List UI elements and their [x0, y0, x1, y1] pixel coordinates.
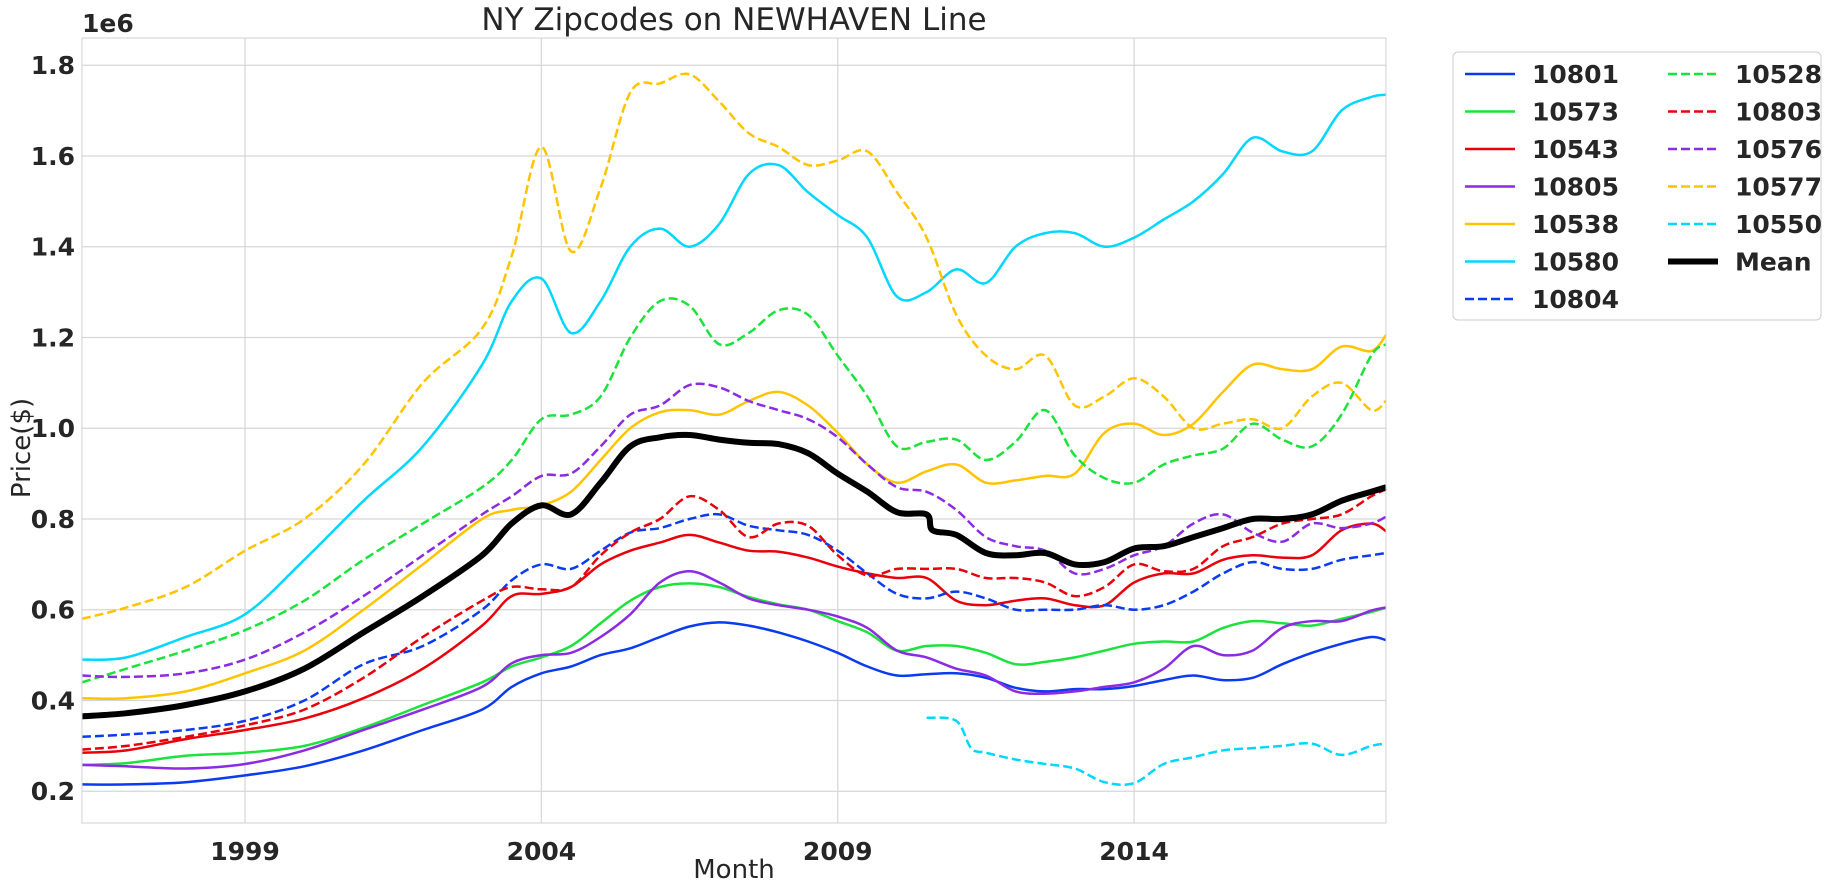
y-tick-label: 1.4 — [31, 233, 75, 262]
series-line-10576 — [81, 382, 1387, 679]
legend-label: 10576 — [1735, 135, 1822, 164]
series-line-10543 — [81, 522, 1387, 754]
y-axis-scale-label: 1e6 — [82, 9, 134, 38]
series-line-10804 — [81, 512, 1387, 739]
y-tick-label: 0.2 — [31, 777, 75, 806]
legend-label: 10805 — [1532, 173, 1619, 202]
x-tick-label: 2009 — [803, 837, 873, 866]
series-line-10538 — [81, 334, 1387, 700]
y-tick-label: 0.6 — [31, 596, 75, 625]
legend-label: 10543 — [1532, 135, 1619, 164]
legend-label: 10804 — [1532, 285, 1619, 314]
series-line-10580 — [81, 93, 1387, 662]
y-tick-label: 0.4 — [31, 686, 75, 715]
series-line-10577 — [81, 72, 1387, 621]
x-axis-label: Month — [693, 855, 775, 885]
grid-lines — [82, 38, 1386, 823]
legend-label: 10528 — [1735, 60, 1822, 89]
y-axis-label: Price($) — [7, 398, 37, 498]
x-tick-label: 2004 — [507, 837, 577, 866]
y-tick-label: 0.8 — [31, 505, 75, 534]
legend-label: 10580 — [1532, 248, 1619, 277]
x-tick-label: 1999 — [210, 837, 280, 866]
legend-label: 10573 — [1532, 98, 1619, 127]
y-tick-label: 1.0 — [31, 414, 75, 443]
series-line-10803 — [81, 488, 1387, 751]
plot-frame — [81, 37, 1387, 824]
tick-labels: 1999 2004 2009 2014 0.2 0.4 0.6 0.8 1.0 1.2 1.4 1.6… — [31, 51, 1169, 866]
legend-label: 10538 — [1532, 210, 1619, 239]
series-line-10805 — [81, 569, 1387, 770]
legend-label: 10803 — [1735, 98, 1822, 127]
series-line-mean — [81, 431, 1387, 720]
legend: 10801 10573 10543 10805 10538 10580 10804 10528… — [1452, 51, 1822, 321]
series-lines — [81, 72, 1387, 787]
legend-label: 10550 — [1735, 210, 1822, 239]
chart-title: NY Zipcodes on NEWHAVEN Line — [481, 2, 986, 38]
legend-label: Mean — [1735, 248, 1812, 277]
series-line-10573 — [81, 582, 1387, 767]
series-line-10528 — [81, 297, 1387, 684]
y-tick-label: 1.2 — [31, 323, 75, 352]
series-line-10550 — [926, 716, 1387, 787]
series-line-10801 — [81, 621, 1387, 786]
y-tick-label: 1.6 — [31, 142, 75, 171]
legend-box — [1452, 51, 1822, 321]
legend-label: 10801 — [1532, 60, 1619, 89]
legend-label: 10577 — [1735, 173, 1822, 202]
y-tick-label: 1.8 — [31, 51, 75, 80]
x-tick-label: 2014 — [1099, 837, 1169, 866]
